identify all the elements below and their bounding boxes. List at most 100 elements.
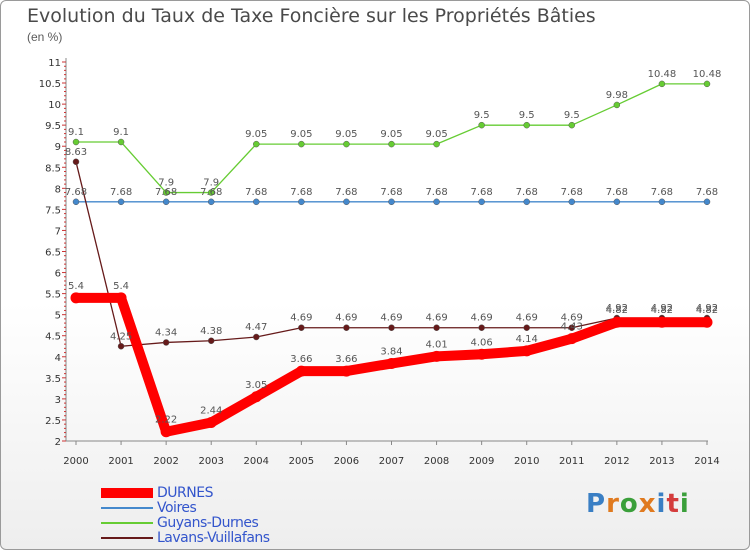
data-label: 7.68 <box>110 187 132 198</box>
data-point <box>433 140 440 148</box>
data-label: 7.68 <box>380 187 402 198</box>
data-point <box>478 198 485 206</box>
y-tick-label: 9 <box>55 142 61 153</box>
data-label: 4.38 <box>200 326 222 337</box>
data-point <box>343 324 350 331</box>
data-label: 4.69 <box>425 313 447 324</box>
data-point <box>703 80 711 88</box>
data-point <box>298 198 305 206</box>
data-label: 4.43 <box>561 322 583 333</box>
data-point <box>115 292 127 304</box>
legend-item-durnes: DURNES <box>101 484 270 501</box>
legend-item-guyans-durnes: Guyans-Durnes <box>101 515 270 531</box>
data-point <box>388 324 395 331</box>
data-label: 7.68 <box>516 187 538 198</box>
data-label: 7.68 <box>245 187 267 198</box>
data-label: 9.5 <box>474 110 490 121</box>
data-point <box>478 324 485 331</box>
data-label: 4.92 <box>651 303 673 314</box>
data-label: 4.92 <box>606 303 628 314</box>
legend-label: DURNES <box>157 484 213 501</box>
data-label: 4.92 <box>696 303 718 314</box>
y-tick-label: 5 <box>55 311 61 322</box>
data-label: 4.82 <box>606 305 628 316</box>
logo-letter: i <box>679 489 690 519</box>
data-point <box>72 198 80 206</box>
data-point <box>566 333 578 345</box>
data-point <box>521 345 533 357</box>
legend-label: Lavans-Vuillafans <box>157 529 270 546</box>
x-tick-label: 2008 <box>424 456 449 467</box>
x-tick-label: 2007 <box>379 456 404 467</box>
data-label: 9.5 <box>519 110 535 121</box>
data-point <box>523 121 530 129</box>
data-label: 7.68 <box>471 187 493 198</box>
data-label: 4.47 <box>245 322 267 333</box>
data-point <box>72 158 80 166</box>
data-label: 10.48 <box>648 69 677 80</box>
x-tick-label: 2013 <box>649 456 674 467</box>
data-label: 9.05 <box>290 129 312 140</box>
y-tick-label: 3 <box>55 395 61 406</box>
data-point <box>207 337 215 345</box>
data-label: 3.05 <box>245 380 267 391</box>
data-point <box>658 80 666 88</box>
logo-letter: x <box>638 489 657 519</box>
legend-label: Voires <box>157 499 197 516</box>
chart-subtitle: (en %) <box>27 30 63 44</box>
y-tick-label: 3.5 <box>45 374 61 385</box>
data-label: 3.66 <box>290 354 312 365</box>
data-point <box>613 198 621 206</box>
chart-title: Evolution du Taux de Taxe Foncière sur l… <box>27 5 596 27</box>
data-label: 8.63 <box>65 147 87 158</box>
data-label: 7.9 <box>158 178 174 189</box>
data-label: 7.9 <box>203 178 219 189</box>
data-label: 4.69 <box>471 313 493 324</box>
y-tick-label: 6.5 <box>45 248 61 259</box>
data-point <box>568 121 576 129</box>
data-point <box>611 316 623 328</box>
data-point <box>160 426 172 438</box>
data-point <box>613 101 621 109</box>
y-tick-label: 8 <box>55 184 61 195</box>
data-point <box>703 198 711 206</box>
data-point <box>388 198 395 206</box>
data-point <box>523 324 530 331</box>
data-label: 2.44 <box>200 405 222 416</box>
data-label: 9.1 <box>113 127 129 138</box>
legend: DURNES Voires Guyans-Durnes Lavans-Vuill… <box>101 484 270 546</box>
y-tick-label: 11 <box>48 58 61 69</box>
data-point <box>433 324 440 331</box>
logo-letter: t <box>666 489 680 519</box>
x-tick-label: 2004 <box>244 456 269 467</box>
legend-swatch-lavans-vuillafans <box>101 536 153 539</box>
y-tick-label: 10.5 <box>39 79 61 90</box>
legend-swatch-guyans-durnes <box>101 521 153 524</box>
data-label: 3.84 <box>380 347 402 358</box>
data-label: 7.68 <box>561 187 583 198</box>
y-tick-label: 10 <box>48 100 61 111</box>
data-label: 4.69 <box>290 313 312 324</box>
data-label: 9.5 <box>564 110 580 121</box>
data-label: 4.82 <box>651 305 673 316</box>
data-point <box>433 198 440 206</box>
legend-swatch-voires <box>101 506 153 509</box>
data-point <box>250 391 262 403</box>
legend-item-lavans-vuillafans: Lavans-Vuillafans <box>101 529 270 546</box>
data-label: 5.4 <box>68 281 84 292</box>
data-label: 4.69 <box>561 313 583 324</box>
data-point <box>253 198 260 206</box>
x-tick-label: 2000 <box>63 456 88 467</box>
y-tick-label: 7 <box>55 226 61 237</box>
x-tick-label: 2002 <box>153 456 178 467</box>
data-label: 7.68 <box>65 187 87 198</box>
data-point <box>298 324 305 331</box>
data-label: 9.05 <box>380 129 402 140</box>
y-tick-label: 2 <box>55 437 61 448</box>
data-label: 7.68 <box>606 187 628 198</box>
data-point <box>478 121 485 129</box>
x-tick-label: 2005 <box>289 456 314 467</box>
data-point <box>568 198 576 206</box>
data-point <box>72 138 80 146</box>
